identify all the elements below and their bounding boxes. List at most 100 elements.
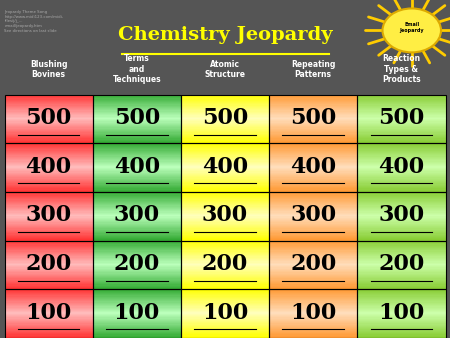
Bar bbox=[93, 104, 181, 105]
Bar bbox=[93, 328, 181, 330]
Bar bbox=[93, 251, 181, 253]
Bar bbox=[357, 241, 446, 289]
Bar bbox=[181, 308, 269, 309]
Bar bbox=[357, 288, 446, 289]
Bar bbox=[4, 333, 93, 334]
Bar bbox=[269, 124, 357, 125]
Bar bbox=[269, 255, 357, 257]
Bar bbox=[357, 261, 446, 263]
Bar bbox=[269, 233, 357, 235]
Bar bbox=[4, 269, 93, 270]
Bar bbox=[4, 124, 93, 125]
Bar bbox=[357, 333, 446, 334]
Bar bbox=[269, 247, 357, 248]
Bar bbox=[269, 336, 357, 337]
Bar bbox=[269, 253, 357, 254]
Bar bbox=[181, 206, 269, 207]
Bar bbox=[4, 280, 93, 281]
Bar bbox=[181, 180, 269, 181]
Bar bbox=[269, 270, 357, 271]
Bar bbox=[357, 135, 446, 136]
Bar bbox=[4, 153, 93, 154]
Bar bbox=[181, 203, 269, 204]
Bar bbox=[93, 146, 181, 147]
Bar bbox=[4, 168, 93, 169]
Bar bbox=[4, 299, 93, 300]
Bar bbox=[93, 255, 181, 257]
Bar bbox=[4, 287, 93, 288]
Bar bbox=[181, 123, 269, 124]
Text: 500: 500 bbox=[290, 107, 336, 129]
Bar bbox=[269, 297, 357, 298]
Text: 300: 300 bbox=[26, 204, 72, 226]
Bar bbox=[357, 266, 446, 267]
Bar bbox=[93, 192, 181, 193]
Bar bbox=[357, 253, 446, 254]
Bar bbox=[93, 186, 181, 187]
Text: 400: 400 bbox=[290, 156, 336, 178]
Bar bbox=[93, 283, 181, 285]
Bar bbox=[4, 131, 93, 132]
Bar bbox=[181, 95, 269, 143]
Bar bbox=[93, 162, 181, 163]
Bar bbox=[357, 224, 446, 225]
Bar bbox=[93, 181, 181, 182]
Bar bbox=[4, 285, 93, 286]
Bar bbox=[4, 102, 93, 103]
Bar bbox=[4, 147, 93, 148]
Bar bbox=[357, 192, 446, 193]
Bar bbox=[93, 177, 181, 178]
Bar bbox=[181, 142, 269, 143]
Bar bbox=[357, 220, 446, 221]
Bar bbox=[4, 314, 93, 315]
Bar bbox=[357, 214, 446, 215]
Bar bbox=[4, 137, 93, 139]
Bar bbox=[269, 303, 357, 304]
Bar bbox=[357, 237, 446, 238]
Bar bbox=[93, 154, 181, 155]
Bar bbox=[181, 266, 269, 267]
Bar bbox=[269, 143, 357, 192]
Bar bbox=[4, 101, 93, 102]
Bar bbox=[93, 170, 181, 171]
Bar bbox=[4, 162, 93, 163]
Circle shape bbox=[382, 8, 441, 52]
Bar bbox=[357, 283, 446, 285]
Bar bbox=[357, 207, 446, 208]
Bar bbox=[357, 225, 446, 226]
Text: 400: 400 bbox=[202, 156, 248, 178]
Bar bbox=[269, 168, 357, 169]
Bar bbox=[269, 103, 357, 104]
Bar bbox=[4, 192, 93, 193]
Bar bbox=[357, 303, 446, 304]
Bar bbox=[357, 119, 446, 120]
Bar bbox=[93, 249, 181, 250]
Bar bbox=[269, 280, 357, 281]
Bar bbox=[4, 165, 93, 166]
Bar bbox=[93, 151, 181, 152]
Bar bbox=[357, 203, 446, 204]
Bar bbox=[269, 134, 357, 135]
Bar bbox=[181, 251, 269, 253]
Bar bbox=[4, 95, 93, 143]
Bar bbox=[4, 204, 93, 206]
Bar bbox=[4, 317, 93, 318]
Bar bbox=[181, 305, 269, 306]
Bar bbox=[357, 172, 446, 174]
Bar bbox=[357, 149, 446, 151]
Bar bbox=[357, 265, 446, 266]
Bar bbox=[269, 163, 357, 164]
Bar bbox=[4, 178, 93, 180]
Bar bbox=[181, 97, 269, 98]
Bar bbox=[4, 281, 93, 282]
Bar bbox=[181, 326, 269, 327]
Bar bbox=[181, 196, 269, 197]
Bar bbox=[93, 267, 181, 269]
Bar bbox=[181, 309, 269, 310]
Bar bbox=[181, 193, 269, 194]
Bar bbox=[93, 333, 181, 334]
Bar bbox=[93, 198, 181, 199]
Bar bbox=[269, 182, 357, 184]
Bar bbox=[93, 131, 181, 132]
Bar bbox=[4, 171, 93, 172]
